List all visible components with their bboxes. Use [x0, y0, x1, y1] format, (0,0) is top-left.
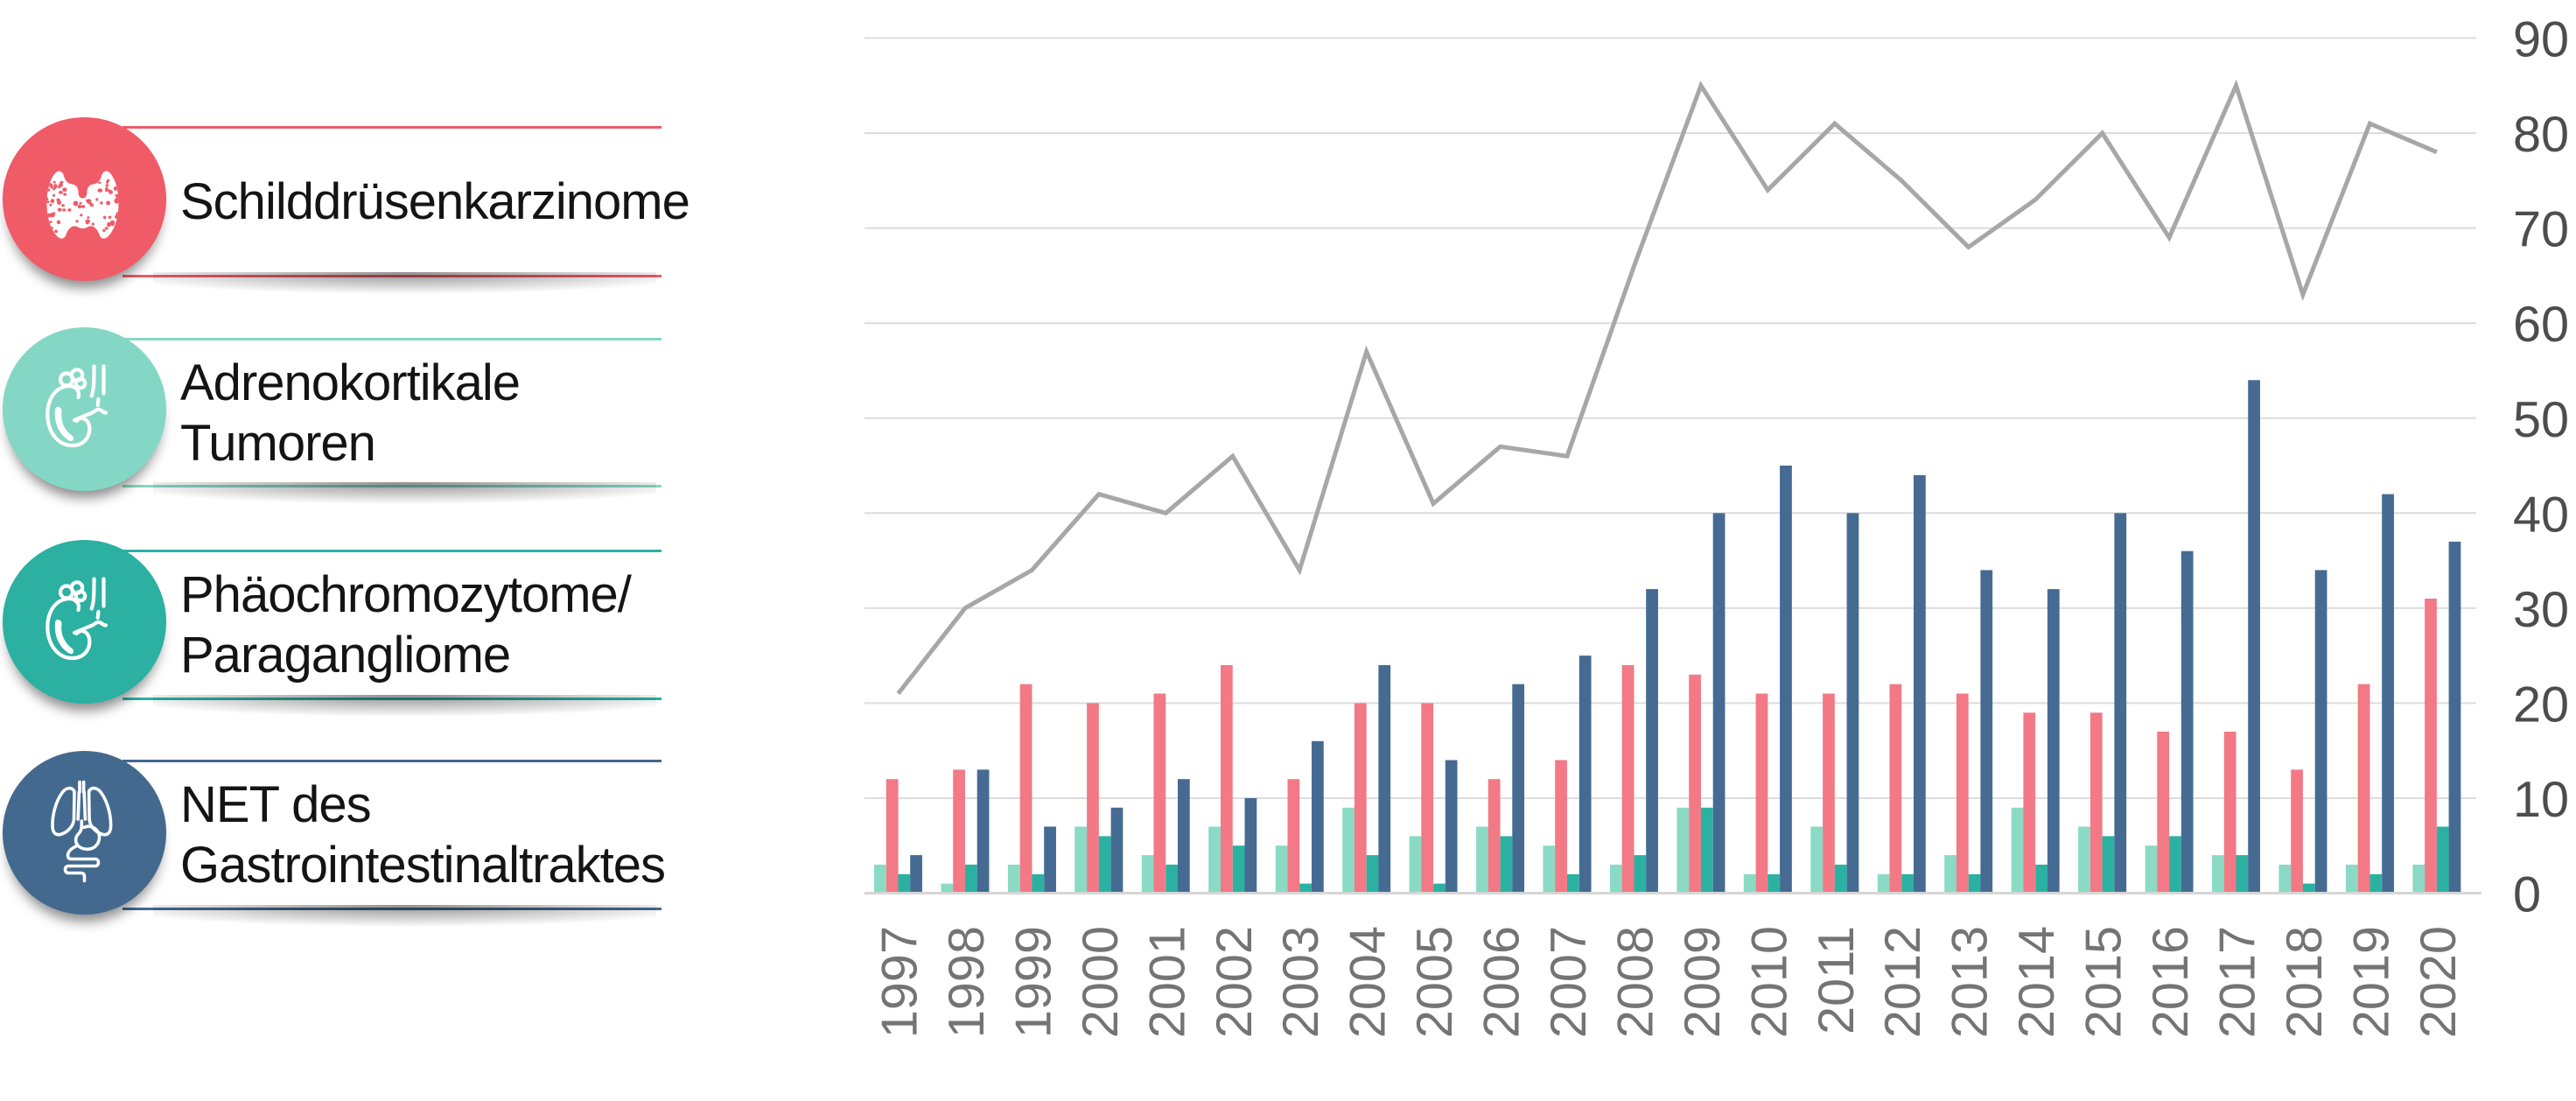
svg-text:2008: 2008	[1608, 926, 1664, 1038]
svg-text:2002: 2002	[1207, 926, 1263, 1038]
svg-text:40: 40	[2513, 487, 2569, 543]
svg-text:2017: 2017	[2210, 926, 2266, 1038]
svg-text:2005: 2005	[1407, 926, 1463, 1038]
svg-text:60: 60	[2513, 297, 2569, 353]
svg-text:10: 10	[2513, 772, 2569, 828]
svg-text:50: 50	[2513, 392, 2569, 448]
svg-text:2015: 2015	[2076, 926, 2132, 1038]
svg-text:2006: 2006	[1474, 926, 1530, 1038]
svg-text:2009: 2009	[1675, 926, 1731, 1038]
svg-text:2011: 2011	[1809, 926, 1865, 1034]
svg-text:90: 90	[2513, 12, 2569, 68]
svg-text:0: 0	[2513, 867, 2541, 923]
svg-text:2018: 2018	[2277, 926, 2333, 1038]
svg-text:70: 70	[2513, 202, 2569, 258]
svg-text:1999: 1999	[1005, 926, 1061, 1038]
svg-text:2007: 2007	[1541, 926, 1597, 1038]
svg-text:2013: 2013	[1942, 926, 1998, 1038]
svg-text:2012: 2012	[1875, 926, 1931, 1038]
svg-text:2001: 2001	[1139, 926, 1195, 1038]
svg-text:2016: 2016	[2143, 926, 2199, 1038]
svg-text:30: 30	[2513, 582, 2569, 638]
svg-text:1997: 1997	[872, 926, 928, 1038]
svg-text:1998: 1998	[939, 926, 995, 1038]
svg-text:2010: 2010	[1741, 926, 1797, 1038]
svg-text:2019: 2019	[2343, 926, 2399, 1038]
svg-text:2003: 2003	[1273, 926, 1329, 1038]
svg-text:2004: 2004	[1340, 926, 1396, 1038]
svg-text:20: 20	[2513, 677, 2569, 733]
svg-text:2020: 2020	[2411, 926, 2467, 1038]
svg-text:80: 80	[2513, 107, 2569, 163]
svg-text:2014: 2014	[2009, 926, 2065, 1038]
svg-text:2000: 2000	[1073, 926, 1129, 1038]
